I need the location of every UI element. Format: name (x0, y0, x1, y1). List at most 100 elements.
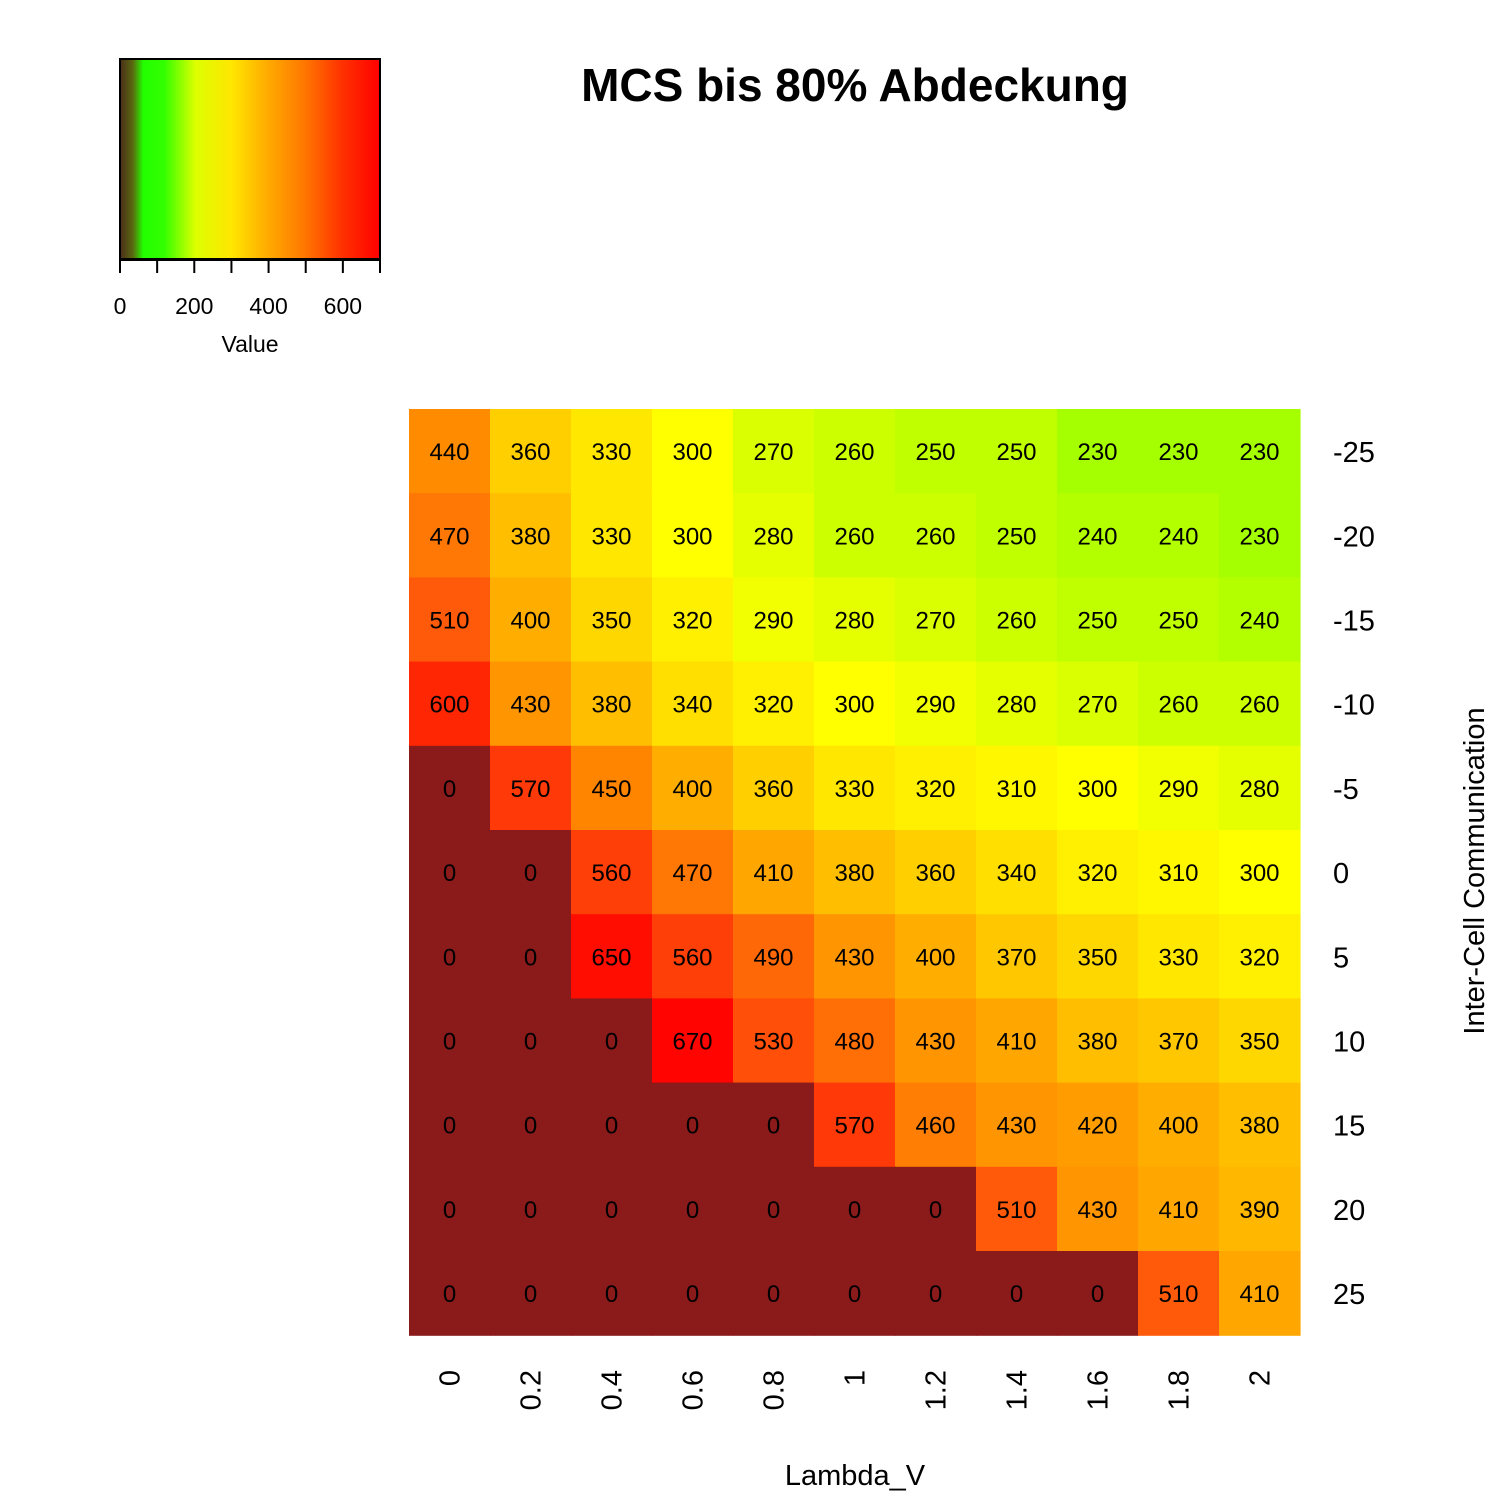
heatmap-cell-label: 490 (753, 944, 793, 971)
x-tick-label: 0.2 (516, 1370, 548, 1410)
heatmap-cell (733, 409, 815, 494)
heatmap-cell (976, 661, 1058, 747)
heatmap-cell-label: 0 (605, 1197, 618, 1224)
heatmap-cell (1138, 1251, 1220, 1336)
heatmap-cell (895, 661, 977, 747)
heatmap-cell-label: 360 (915, 860, 955, 887)
heatmap-cell-label: 340 (996, 860, 1036, 887)
heatmap-cell-label: 470 (672, 860, 712, 887)
heatmap-cell (409, 914, 491, 999)
heatmap-cell-label: 430 (915, 1029, 955, 1056)
heatmap-cell-label: 280 (834, 608, 874, 635)
heatmap-cell-label: 0 (767, 1197, 780, 1224)
heatmap-cell (1057, 830, 1139, 915)
heatmap-cell (1138, 914, 1220, 999)
heatmap-cell-label: 560 (672, 944, 712, 971)
heatmap-cell (976, 1082, 1058, 1168)
heatmap-cell-label: 320 (672, 608, 712, 635)
heatmap-cell-label: 0 (443, 1029, 456, 1056)
heatmap-cell-label: 380 (510, 523, 550, 550)
heatmap-cell-label: 260 (915, 523, 955, 550)
heatmap-cell (733, 1251, 815, 1336)
heatmap-cell-label: 260 (1239, 692, 1279, 719)
heatmap-cell (976, 1251, 1058, 1336)
color-key: 0 200 400 600 Value (114, 58, 381, 357)
x-tick-label: 0.8 (759, 1370, 791, 1410)
heatmap-cell (814, 661, 896, 747)
heatmap-cell (1057, 493, 1139, 578)
heatmap-cell-label: 0 (929, 1197, 942, 1224)
heatmap-cell (652, 577, 734, 663)
heatmap-cell-label: 440 (429, 439, 469, 466)
heatmap-cell-label: 430 (510, 692, 550, 719)
heatmap-cell (490, 577, 572, 663)
color-key-gradient (119, 58, 381, 260)
heatmap-cell-label: 340 (672, 692, 712, 719)
x-tick-label: 1.8 (1164, 1370, 1196, 1410)
heatmap-cell-label: 0 (524, 860, 537, 887)
heatmap-cell (409, 998, 491, 1084)
heatmap-cell-label: 0 (848, 1197, 861, 1224)
y-tick-label: 15 (1333, 1111, 1365, 1143)
x-tick-label: 0.6 (678, 1370, 710, 1410)
heatmap-cell-label: 410 (1158, 1197, 1198, 1224)
heatmap-cell (895, 1082, 977, 1168)
heatmap-cell (490, 998, 572, 1084)
heatmap-cell-label: 530 (753, 1029, 793, 1056)
heatmap-cell (814, 1166, 896, 1252)
heatmap-cell (1219, 830, 1301, 915)
heatmap-cell-labels: 440 360 330 300 270 260 250 250 230 230 230 470 380 3… (429, 439, 1279, 1308)
heatmap-cell-label: 570 (510, 776, 550, 803)
heatmap-cell (733, 577, 815, 663)
y-tick-label: -10 (1333, 690, 1375, 722)
heatmap-cell (490, 661, 572, 747)
heatmap-cell-label: 290 (915, 692, 955, 719)
heatmap-cell (733, 1166, 815, 1252)
heatmap-cell (976, 493, 1058, 578)
heatmap-cell-label: 380 (1239, 1113, 1279, 1140)
heatmap-cell-label: 240 (1239, 608, 1279, 635)
heatmap-cell-label: 350 (1077, 944, 1117, 971)
heatmap-cell-label: 370 (996, 944, 1036, 971)
heatmap-cell (409, 493, 491, 578)
heatmap-cell (652, 745, 734, 831)
y-tick-label: -15 (1333, 606, 1375, 638)
color-key-label: Value (221, 331, 278, 357)
heatmap-cell-label: 0 (1010, 1281, 1023, 1308)
heatmap-cell (733, 914, 815, 999)
heatmap-cell (895, 409, 977, 494)
heatmap-cell-label: 0 (443, 776, 456, 803)
heatmap-cell (1057, 409, 1139, 494)
heatmap-cell (895, 998, 977, 1084)
heatmap-cell-label: 0 (848, 1281, 861, 1308)
heatmap-cell (409, 745, 491, 831)
heatmap-cell (733, 830, 815, 915)
heatmap-cell (571, 1166, 653, 1252)
heatmap-cell (571, 1082, 653, 1168)
heatmap-cell (976, 998, 1058, 1084)
heatmap-cell (652, 914, 734, 999)
heatmap-cell-label: 230 (1077, 439, 1117, 466)
heatmap-cell (733, 1082, 815, 1168)
heatmap-cell-label: 300 (1077, 776, 1117, 803)
heatmap-cell-label: 240 (1077, 523, 1117, 550)
heatmap-cell-label: 350 (1239, 1029, 1279, 1056)
heatmap-cell (571, 493, 653, 578)
heatmap-cell (895, 577, 977, 663)
heatmap-cell (1057, 577, 1139, 663)
heatmap-cell (1219, 493, 1301, 578)
y-tick-label: -5 (1333, 774, 1359, 806)
heatmap-cell (1138, 661, 1220, 747)
heatmap-cell (571, 830, 653, 915)
heatmap-cell-label: 310 (1158, 860, 1198, 887)
heatmap-cell-label: 600 (429, 692, 469, 719)
heatmap-cell (895, 1251, 977, 1336)
heatmap-cell-label: 350 (591, 608, 631, 635)
chart-title: MCS bis 80% Abdeckung (581, 59, 1129, 111)
heatmap-cell (814, 1251, 896, 1336)
heatmap-cell-label: 400 (672, 776, 712, 803)
heatmap-cell-label: 0 (767, 1281, 780, 1308)
heatmap-cell-label: 380 (1077, 1029, 1117, 1056)
heatmap-cell-label: 300 (1239, 860, 1279, 887)
